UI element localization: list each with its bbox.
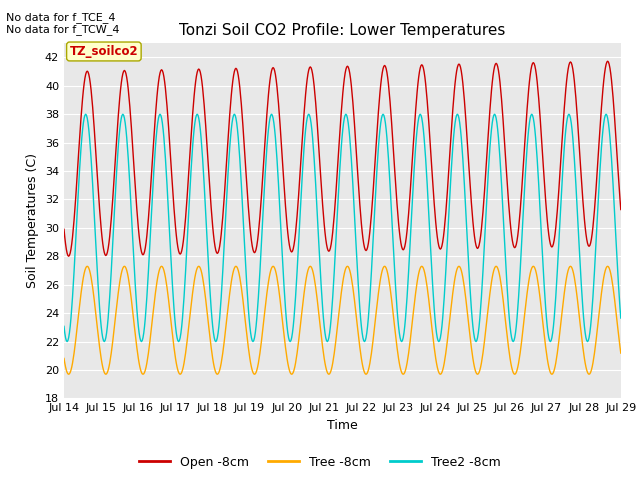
Text: TZ_soilco2: TZ_soilco2 bbox=[70, 45, 138, 58]
Y-axis label: Soil Temperatures (C): Soil Temperatures (C) bbox=[26, 153, 39, 288]
Legend: Open -8cm, Tree -8cm, Tree2 -8cm: Open -8cm, Tree -8cm, Tree2 -8cm bbox=[134, 451, 506, 474]
X-axis label: Time: Time bbox=[327, 419, 358, 432]
Title: Tonzi Soil CO2 Profile: Lower Temperatures: Tonzi Soil CO2 Profile: Lower Temperatur… bbox=[179, 23, 506, 38]
Text: No data for f_TCE_4
No data for f_TCW_4: No data for f_TCE_4 No data for f_TCW_4 bbox=[6, 12, 120, 36]
